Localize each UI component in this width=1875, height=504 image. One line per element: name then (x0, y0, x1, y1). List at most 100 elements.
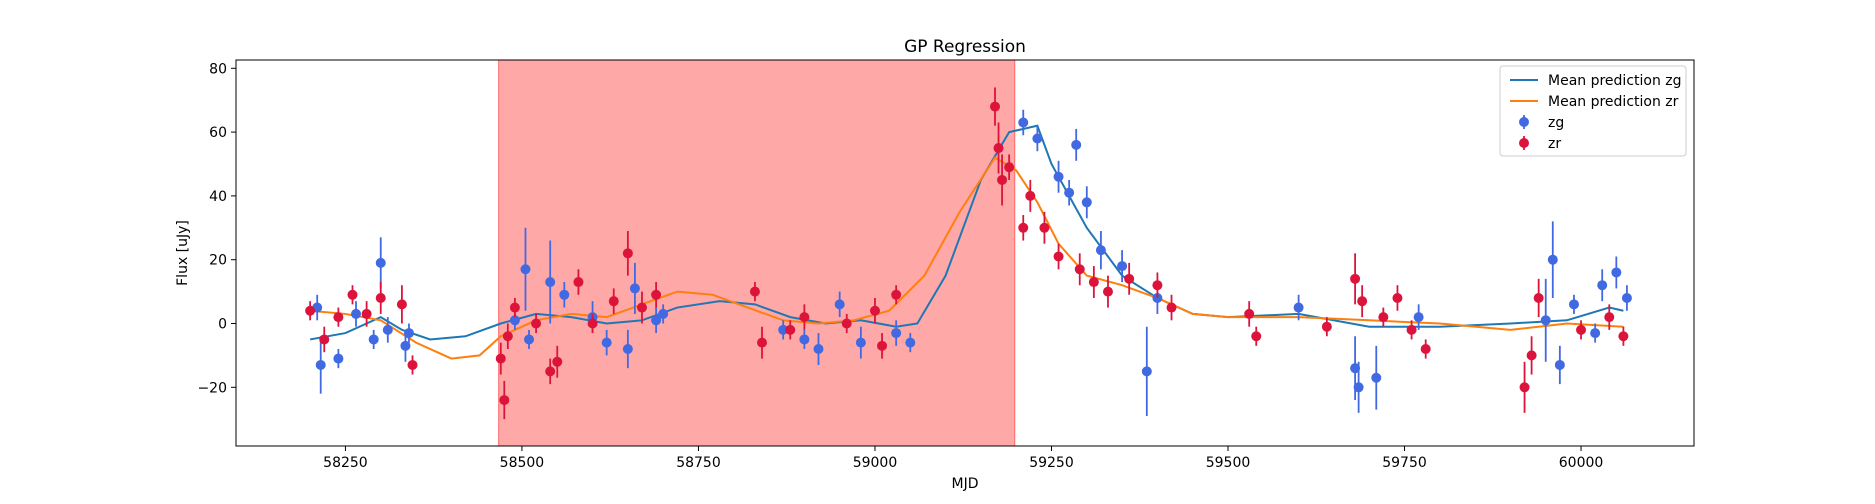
point (1371, 372, 1382, 383)
point (891, 289, 902, 300)
point (1053, 171, 1064, 182)
point (333, 353, 344, 364)
point (651, 315, 662, 326)
point (1378, 312, 1389, 323)
point (1141, 366, 1152, 377)
point (1032, 133, 1043, 144)
x-tick-label: 58500 (500, 455, 545, 471)
point (1597, 280, 1608, 291)
legend-box (1499, 65, 1687, 157)
point (375, 257, 386, 268)
point (1088, 277, 1099, 288)
point (552, 356, 563, 367)
point (531, 318, 542, 329)
point (545, 277, 556, 288)
point (1102, 286, 1113, 297)
point (799, 334, 810, 345)
point (1533, 292, 1544, 303)
point (891, 328, 902, 339)
point (315, 359, 326, 370)
point (1406, 324, 1417, 335)
point (1166, 302, 1177, 313)
legend: Mean prediction zg Mean prediction zr zg zr (1499, 65, 1687, 157)
point (990, 101, 1001, 112)
x-tick-label: 59500 (1206, 455, 1251, 471)
point (1321, 321, 1332, 332)
point (1018, 117, 1029, 128)
point (396, 299, 407, 310)
legend-swatch (1519, 138, 1529, 148)
point (587, 318, 598, 329)
point (622, 248, 633, 259)
point (1350, 273, 1361, 284)
point (651, 289, 662, 300)
x-tick-label: 58750 (676, 455, 721, 471)
point (1547, 254, 1558, 265)
point (559, 289, 570, 300)
x-tick-label: 59250 (1029, 455, 1074, 471)
point (993, 143, 1004, 154)
point (997, 174, 1008, 185)
point (333, 312, 344, 323)
point (1251, 331, 1262, 342)
point (1293, 302, 1304, 313)
x-tick-label: 59000 (853, 455, 898, 471)
point (1071, 139, 1082, 150)
point (1353, 382, 1364, 393)
x-tick-label: 58250 (323, 455, 368, 471)
chart-title: GP Regression (904, 37, 1026, 57)
point (361, 308, 372, 319)
point (1053, 251, 1064, 262)
legend-label: zr (1548, 136, 1561, 152)
point (1039, 222, 1050, 233)
point (403, 328, 414, 339)
point (1590, 328, 1601, 339)
point (1152, 280, 1163, 291)
x-tick-label: 60000 (1559, 455, 1604, 471)
point (351, 308, 362, 319)
point (1554, 359, 1565, 370)
point (855, 337, 866, 348)
point (785, 324, 796, 335)
point (813, 344, 824, 355)
point (1357, 296, 1368, 307)
point (1420, 344, 1431, 355)
point (1413, 312, 1424, 323)
point (1074, 264, 1085, 275)
y-tick-label: 80 (209, 61, 227, 77)
point (1064, 187, 1075, 198)
point (347, 289, 358, 300)
point (524, 334, 535, 345)
point (1350, 363, 1361, 374)
y-axis-label: Flux [uJy] (175, 220, 191, 286)
point (1095, 245, 1106, 256)
point (1618, 331, 1629, 342)
point (1576, 324, 1587, 335)
point (502, 331, 513, 342)
point (1124, 273, 1135, 284)
legend-swatch (1519, 117, 1529, 127)
point (877, 340, 888, 351)
axes-frame (235, 59, 1695, 447)
point (1081, 197, 1092, 208)
point (905, 337, 916, 348)
plot-area (305, 60, 1632, 446)
point (629, 283, 640, 294)
point (601, 337, 612, 348)
point (749, 286, 760, 297)
y-tick-label: 40 (209, 189, 227, 205)
x-axis-label: MJD (952, 476, 979, 492)
shaded-region (498, 60, 1016, 446)
point (499, 395, 510, 406)
point (608, 296, 619, 307)
point (841, 318, 852, 329)
point (1117, 261, 1128, 272)
point (545, 366, 556, 377)
point (622, 344, 633, 355)
line (309, 124, 1624, 341)
point (778, 324, 789, 335)
legend-label: Mean prediction zg (1548, 73, 1682, 89)
point (1392, 292, 1403, 303)
y-tick-label: 60 (209, 125, 227, 141)
